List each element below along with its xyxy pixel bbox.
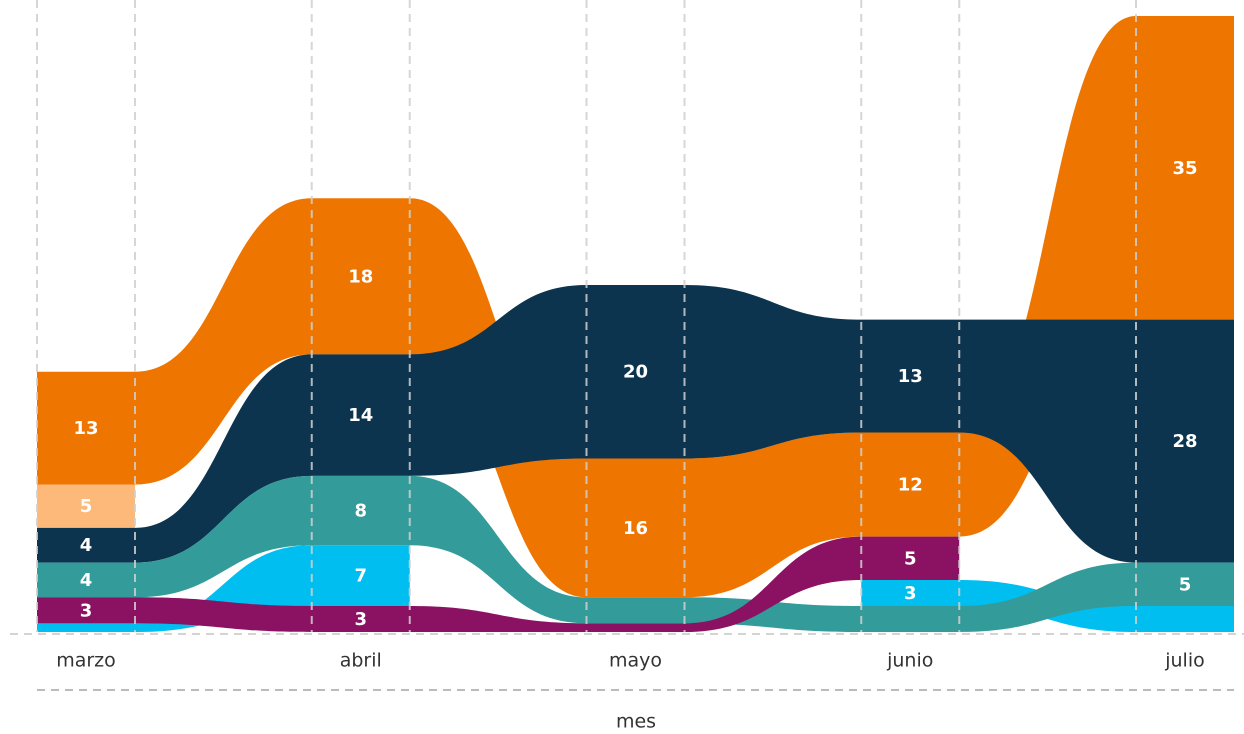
data-label: 3 (904, 583, 917, 604)
data-label: 28 (1172, 431, 1197, 452)
data-label: 13 (898, 366, 923, 387)
data-label: 4 (80, 570, 93, 591)
x-tick-label: junio (886, 650, 933, 672)
data-label: 13 (73, 418, 98, 439)
data-label: 5 (80, 496, 93, 517)
ribbon (37, 484, 135, 528)
x-tick-label: mayo (609, 650, 662, 672)
ribbon (37, 16, 1234, 598)
data-label: 16 (623, 518, 648, 539)
data-label: 7 (354, 566, 367, 587)
x-tick-label: abril (340, 650, 382, 672)
data-label: 14 (348, 405, 373, 426)
data-label: 20 (623, 362, 648, 383)
data-label: 12 (898, 475, 923, 496)
data-label: 3 (354, 609, 367, 630)
x-tick-label: julio (1164, 650, 1205, 672)
data-label: 4 (80, 535, 93, 556)
ribbon (37, 475, 1234, 632)
data-label: 5 (904, 548, 917, 569)
data-label: 8 (354, 501, 367, 522)
data-label: 3 (80, 600, 93, 621)
x-tick-label: marzo (56, 650, 116, 672)
data-label: 18 (348, 266, 373, 287)
x-axis-label: mes (616, 711, 656, 733)
ribbon (37, 536, 960, 632)
ribbon (37, 545, 1234, 632)
ribbon (37, 284, 1234, 563)
data-label: 5 (1179, 574, 1192, 595)
data-label: 35 (1172, 158, 1197, 179)
